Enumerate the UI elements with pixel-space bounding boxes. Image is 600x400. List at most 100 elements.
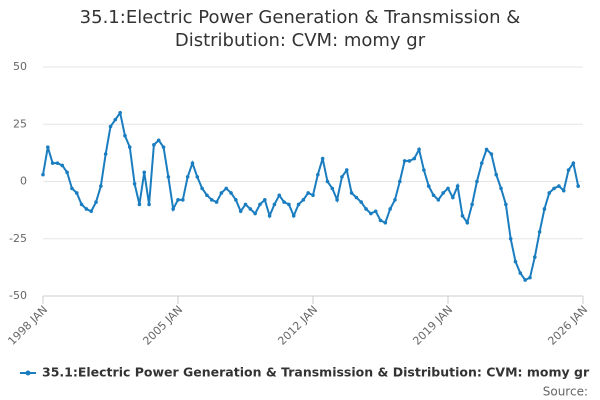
x-tick-label: 2026 JAN xyxy=(545,303,590,348)
point xyxy=(219,191,224,195)
x-tick-label: 2005 JAN xyxy=(140,303,185,348)
point xyxy=(132,181,137,186)
point xyxy=(171,207,175,211)
point xyxy=(311,193,315,198)
point xyxy=(330,186,335,191)
point xyxy=(113,117,118,122)
point xyxy=(402,159,407,163)
point xyxy=(262,198,267,202)
point xyxy=(489,152,494,156)
point xyxy=(190,161,195,165)
point xyxy=(417,147,421,152)
point xyxy=(209,198,214,202)
point xyxy=(291,214,296,218)
x-tick-label: 2019 JAN xyxy=(410,303,455,348)
point xyxy=(344,168,349,172)
point xyxy=(152,143,156,147)
point xyxy=(513,259,518,264)
point xyxy=(470,202,474,207)
point xyxy=(296,202,301,207)
point xyxy=(542,207,547,211)
point xyxy=(359,200,364,204)
point xyxy=(320,156,325,161)
point xyxy=(258,202,262,207)
point xyxy=(267,214,272,218)
point xyxy=(127,145,132,149)
point xyxy=(479,161,484,165)
point xyxy=(484,147,489,152)
point xyxy=(436,198,441,202)
point xyxy=(460,214,465,218)
point xyxy=(383,220,388,225)
point xyxy=(46,145,50,149)
y-tick-label: 0 xyxy=(20,175,27,188)
point xyxy=(55,161,60,165)
legend-label: 35.1:Electric Power Generation & Transmi… xyxy=(42,365,590,380)
point xyxy=(378,218,383,223)
point xyxy=(552,186,556,191)
point xyxy=(451,195,455,200)
point xyxy=(455,184,460,188)
point xyxy=(229,191,233,195)
point xyxy=(306,191,310,195)
point xyxy=(99,184,103,188)
point xyxy=(397,179,402,184)
point xyxy=(422,168,426,172)
point xyxy=(354,195,359,200)
point xyxy=(301,198,306,202)
y-tick-label: 50 xyxy=(13,60,27,73)
point xyxy=(504,202,508,207)
point xyxy=(426,184,431,188)
point xyxy=(557,184,561,188)
point xyxy=(518,271,523,275)
point xyxy=(84,207,89,211)
point xyxy=(195,175,200,179)
point xyxy=(571,161,576,165)
point xyxy=(369,211,373,216)
point xyxy=(388,207,392,211)
point xyxy=(142,170,147,175)
point xyxy=(412,156,417,161)
point xyxy=(528,275,532,280)
point xyxy=(185,175,190,179)
point xyxy=(316,172,320,177)
point xyxy=(41,172,45,177)
point xyxy=(74,191,79,195)
point xyxy=(118,111,122,115)
point xyxy=(494,172,499,177)
point xyxy=(214,200,219,204)
point xyxy=(465,220,470,225)
point xyxy=(50,161,55,165)
point xyxy=(243,202,248,207)
point xyxy=(103,152,108,156)
point xyxy=(537,230,542,234)
x-tick-label: 1998 JAN xyxy=(5,303,50,348)
point xyxy=(282,200,286,204)
x-tick-label: 2012 JAN xyxy=(275,303,320,348)
point xyxy=(89,209,94,214)
point xyxy=(335,198,339,202)
point xyxy=(277,193,282,198)
point xyxy=(166,175,171,179)
point xyxy=(566,168,571,172)
legend-marker xyxy=(25,370,31,376)
point xyxy=(70,186,74,191)
y-tick-label: 25 xyxy=(13,117,27,130)
series-line xyxy=(42,110,580,282)
point xyxy=(364,207,368,211)
point xyxy=(147,202,151,207)
chart-title: 35.1:Electric Power Generation & Transmi… xyxy=(79,7,521,51)
point xyxy=(205,193,209,198)
point xyxy=(340,175,344,179)
point xyxy=(94,200,98,204)
point xyxy=(108,124,113,129)
point xyxy=(431,193,436,198)
point xyxy=(287,202,291,207)
point xyxy=(373,209,378,214)
point xyxy=(349,191,354,195)
point xyxy=(561,188,566,193)
point xyxy=(224,186,229,191)
point xyxy=(253,211,257,216)
